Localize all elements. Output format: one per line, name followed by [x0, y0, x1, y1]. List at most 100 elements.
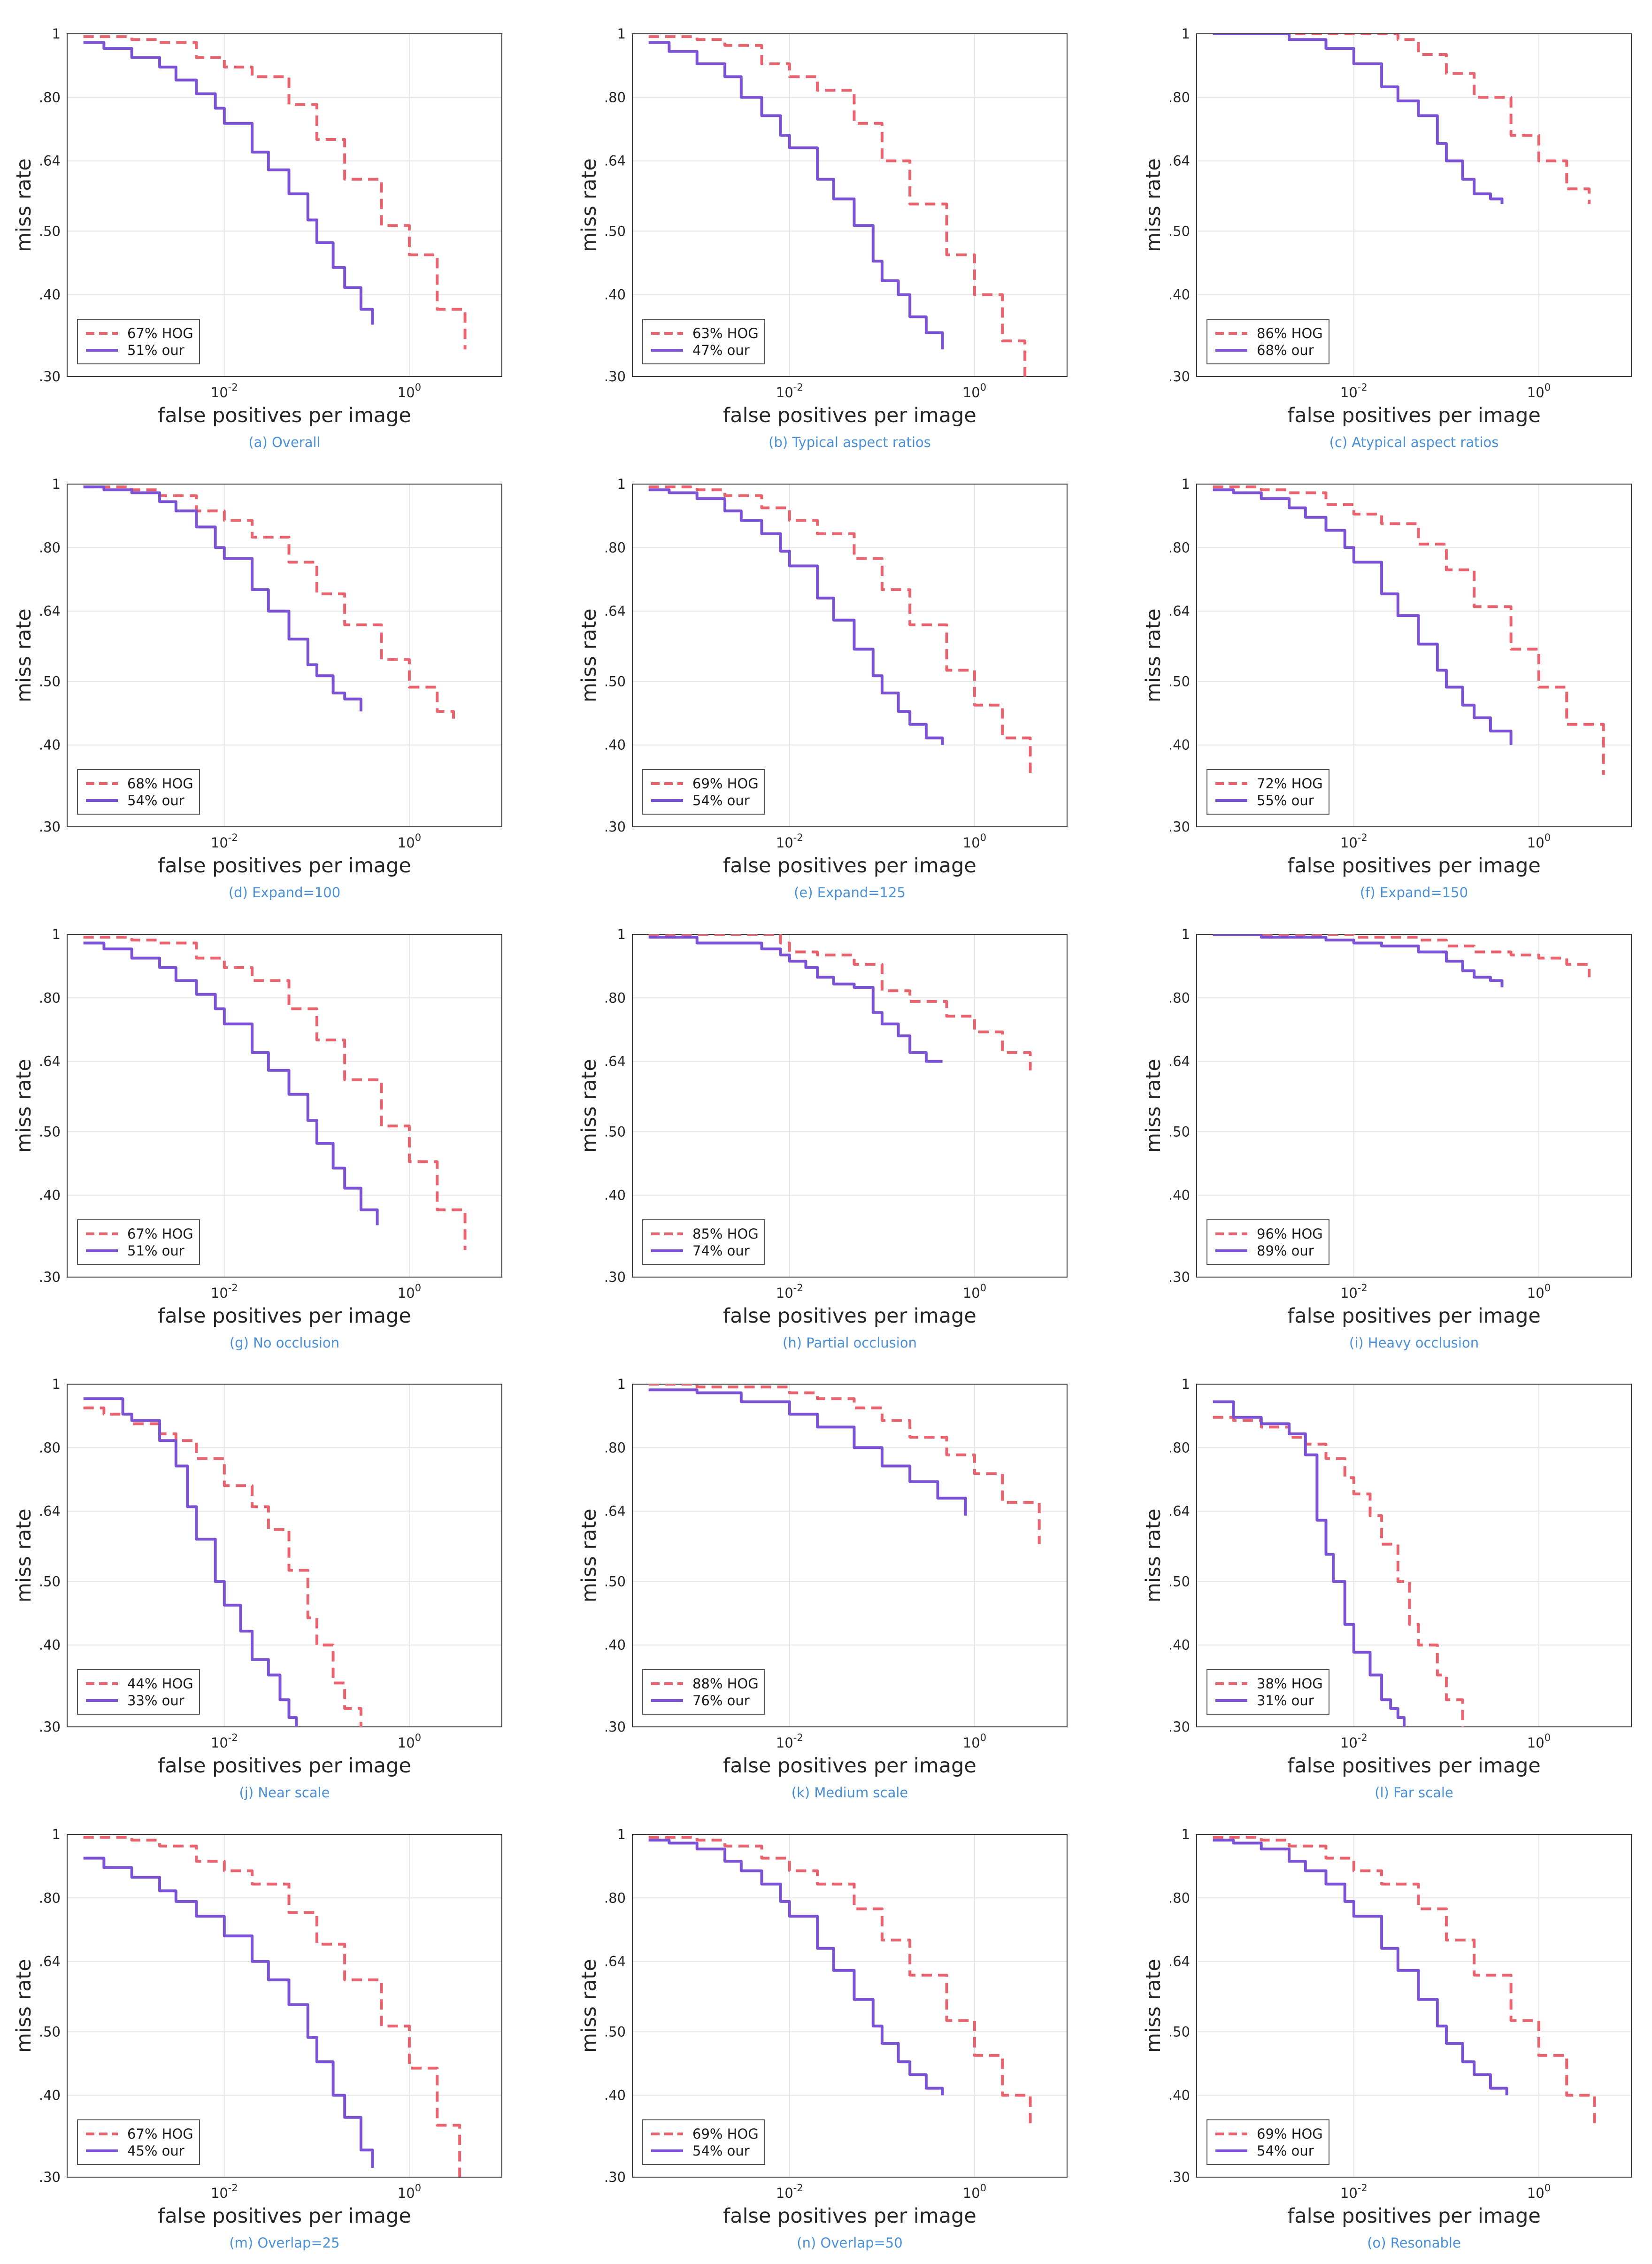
y-tick-label: 1 [52, 476, 61, 492]
legend-label-our: 54% our [692, 2143, 750, 2159]
series-line-our [1213, 934, 1504, 987]
plot-frame [632, 484, 1068, 827]
legend-box [642, 1669, 765, 1715]
x-tick-label: 100 [398, 1282, 421, 1301]
y-tick-label: 1 [52, 1376, 61, 1392]
legend-box [1206, 319, 1329, 364]
legend-label-our: 51% our [127, 1243, 184, 1259]
x-tick-exponent: 0 [980, 1282, 986, 1294]
y-tick-label: .40 [39, 2087, 61, 2103]
y-tick-label: 1 [52, 26, 61, 42]
plot-frame [67, 1834, 502, 2178]
x-tick-label: 10-2 [776, 1732, 803, 1751]
x-tick-base: 10 [1340, 1735, 1358, 1751]
x-tick-base: 10 [776, 835, 793, 851]
plot-frame [632, 1834, 1068, 2178]
y-axis-title: miss rate [577, 608, 601, 702]
series-group [83, 35, 467, 350]
x-tick-base: 10 [1527, 1285, 1544, 1301]
y-tick-label: .50 [39, 223, 61, 239]
x-tick-base: 10 [211, 2185, 228, 2201]
legend-label-HOG: 69% HOG [692, 2126, 759, 2142]
x-tick-exponent: -2 [1358, 2182, 1368, 2194]
series-line-our [83, 41, 374, 325]
series-line-HOG [1213, 485, 1605, 775]
series-group [1213, 485, 1605, 775]
y-tick-label: .40 [1168, 1187, 1190, 1203]
y-tick-label: .80 [604, 1440, 626, 1455]
y-tick-label: .40 [39, 1637, 61, 1653]
x-axis-title: false positives per image [158, 404, 411, 427]
y-tick-label: .64 [1168, 1503, 1190, 1519]
legend-box [642, 2119, 765, 2165]
series-group [83, 936, 467, 1250]
plot-frame [67, 33, 502, 377]
y-tick-label: .40 [1168, 287, 1190, 303]
x-tick-label: 10-2 [211, 2182, 238, 2201]
x-axis-title: false positives per image [723, 854, 976, 878]
legend-box [1206, 1669, 1329, 1715]
y-tick-label: .40 [39, 287, 61, 303]
series-line-our [83, 1397, 298, 1727]
y-tick-label: .30 [1168, 819, 1190, 835]
x-tick-label: 100 [963, 1282, 986, 1301]
y-tick-label: .80 [39, 89, 61, 105]
y-axis-title: miss rate [577, 1959, 601, 2053]
x-tick-exponent: 0 [415, 832, 421, 843]
y-tick-label: .80 [604, 990, 626, 1006]
plot-frame [1196, 484, 1632, 827]
series-line-HOG [648, 934, 1032, 1070]
series-line-HOG [648, 1384, 1041, 1544]
x-tick-base: 10 [1340, 2185, 1358, 2201]
series-line-our [1213, 1839, 1508, 2095]
y-axis-title: miss rate [12, 1959, 36, 2053]
legend-box [642, 769, 765, 815]
x-tick-base: 10 [398, 1735, 415, 1751]
x-tick-base: 10 [1527, 385, 1544, 400]
chart-caption: (b) Typical aspect ratios [768, 434, 931, 450]
x-tick-label: 100 [1527, 832, 1551, 851]
x-tick-base: 10 [398, 385, 415, 400]
x-tick-exponent: 0 [980, 2182, 986, 2194]
legend-label-our: 54% our [127, 793, 184, 809]
x-tick-base: 10 [1340, 385, 1358, 400]
x-tick-base: 10 [963, 1285, 980, 1301]
plot-frame [67, 934, 502, 1278]
y-tick-label: .50 [39, 1573, 61, 1589]
x-tick-label: 100 [398, 382, 421, 400]
y-tick-label: .80 [1168, 1440, 1190, 1455]
y-tick-label: 1 [617, 926, 626, 942]
x-tick-label: 10-2 [776, 832, 803, 851]
x-axis-title: false positives per image [158, 1754, 411, 1778]
x-tick-exponent: -2 [793, 382, 803, 393]
legend-label-HOG: 85% HOG [692, 1226, 759, 1242]
y-tick-label: .50 [39, 2024, 61, 2040]
chart-caption: (k) Medium scale [791, 1785, 908, 1801]
legend-label-HOG: 63% HOG [692, 325, 759, 341]
legend-label-our: 54% our [1257, 2143, 1314, 2159]
y-tick-label: .30 [1168, 1719, 1190, 1735]
y-tick-label: 1 [1182, 476, 1190, 492]
series-group [648, 1384, 1041, 1544]
x-tick-exponent: 0 [415, 382, 421, 393]
x-tick-base: 10 [1340, 835, 1358, 851]
x-tick-exponent: -2 [793, 1732, 803, 1743]
legend-box [77, 1669, 200, 1715]
y-tick-label: .64 [604, 153, 626, 169]
chart-caption: (c) Atypical aspect ratios [1329, 434, 1499, 450]
y-tick-label: .30 [39, 1719, 61, 1735]
legend-label-HOG: 88% HOG [692, 1676, 759, 1692]
x-tick-label: 100 [963, 382, 986, 400]
legend-label-HOG: 38% HOG [1257, 1676, 1323, 1692]
series-line-our [83, 941, 379, 1225]
series-group [1213, 1400, 1464, 1727]
x-tick-label: 10-2 [1340, 2182, 1368, 2201]
legend-label-our: 47% our [692, 342, 750, 358]
x-axis-title: false positives per image [1287, 854, 1541, 878]
x-tick-base: 10 [776, 1285, 793, 1301]
x-tick-label: 10-2 [776, 382, 803, 400]
x-tick-base: 10 [963, 835, 980, 851]
